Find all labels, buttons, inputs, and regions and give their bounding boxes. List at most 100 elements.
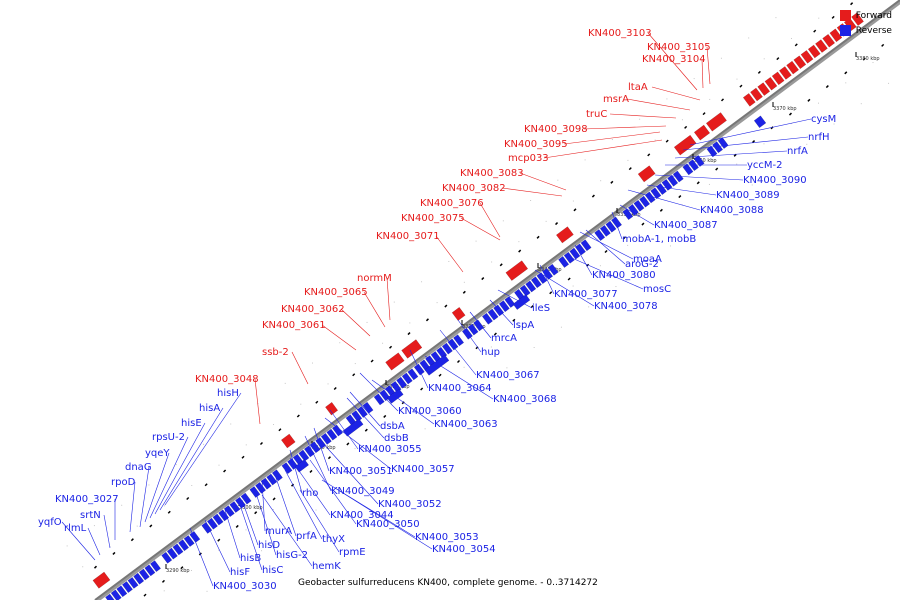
track-dot	[451, 407, 453, 409]
track-dot	[627, 244, 629, 246]
reverse-leader	[309, 459, 357, 525]
track-tick	[462, 290, 466, 294]
reverse-gene-label: mosC	[643, 284, 671, 295]
track-dot	[479, 387, 481, 389]
track-lines	[94, 0, 900, 600]
track-dot	[206, 590, 208, 592]
track-tick	[327, 456, 331, 460]
track-tick	[733, 153, 737, 157]
track-dot	[751, 184, 753, 186]
reverse-gene-label: nrfA	[787, 146, 808, 157]
track-dot	[82, 566, 84, 568]
reverse-gene-label: cysM	[811, 114, 836, 125]
forward-gene	[385, 352, 405, 371]
scale-tick-label: 3380 kbp	[856, 56, 880, 62]
reverse-leader	[304, 435, 332, 492]
reverse-gene	[396, 376, 408, 389]
forward-leader	[386, 277, 391, 321]
reverse-gene-label: KN400_3052	[378, 499, 442, 510]
track-dot	[448, 260, 450, 262]
track-tick	[389, 345, 393, 349]
track-dot	[833, 123, 835, 125]
track-dot	[588, 306, 590, 308]
track-dot	[669, 245, 671, 247]
reverse-gene-label: KN400_3077	[554, 289, 618, 300]
reverse-gene	[373, 393, 385, 406]
reverse-gene	[303, 445, 315, 458]
track-tick	[850, 2, 854, 6]
reverse-gene	[481, 312, 493, 325]
reverse-leader	[574, 244, 593, 276]
reverse-gene-label: srtN	[80, 510, 101, 521]
track-dot	[627, 159, 629, 161]
track-tick	[272, 497, 276, 501]
forward-gene	[637, 165, 656, 183]
reverse-gene-label: rho	[302, 488, 318, 499]
track-tick	[604, 249, 608, 254]
track-tick	[315, 400, 319, 404]
track-dot	[191, 484, 193, 486]
reverse-gene-label: hisC	[262, 565, 283, 576]
track-tick	[628, 167, 632, 171]
reverse-leader	[103, 514, 111, 549]
reverse-gene-label: hemK	[312, 561, 341, 572]
reverse-gene	[149, 560, 162, 573]
track-tick	[278, 428, 282, 432]
track-tick	[444, 304, 448, 308]
reverse-gene-label: hisE	[181, 418, 202, 429]
reverse-gene	[266, 473, 278, 486]
reverse-gene	[633, 199, 645, 212]
reverse-swatch	[839, 25, 851, 36]
track-tick	[881, 43, 885, 47]
forward-gene	[822, 33, 836, 48]
forward-leader	[291, 351, 309, 385]
track-dot	[639, 118, 641, 120]
track-dot	[421, 281, 423, 283]
track-dot	[775, 17, 777, 19]
reverse-leader	[539, 264, 555, 295]
reverse-leader	[457, 319, 482, 353]
track-tick	[241, 455, 245, 459]
track-dot	[288, 529, 290, 531]
reverse-gene	[229, 500, 241, 513]
forward-leader	[701, 58, 704, 89]
background-dots	[66, 2, 890, 597]
forward-leader	[706, 46, 711, 85]
reverse-leader	[334, 487, 433, 550]
reverse-gene	[487, 308, 499, 321]
reverse-gene	[498, 300, 510, 313]
reverse-gene-label: dsbB	[384, 433, 409, 444]
track-tick	[456, 359, 461, 364]
track-dot	[382, 342, 384, 344]
reverse-leader	[139, 466, 150, 528]
forward-gene	[800, 49, 814, 64]
forward-swatch	[839, 10, 851, 21]
reverse-leader	[189, 527, 214, 587]
forward-leader	[340, 308, 371, 337]
track-dot	[366, 321, 368, 323]
track-tick	[167, 510, 171, 514]
track-dot	[502, 220, 504, 222]
reverse-gene	[298, 449, 310, 462]
track-dot	[599, 265, 601, 267]
reverse-gene	[133, 572, 145, 585]
track-dot	[436, 302, 438, 304]
reverse-gene	[166, 547, 178, 560]
reverse-leader	[359, 372, 399, 412]
reverse-gene	[223, 505, 235, 518]
reverse-gene	[183, 535, 195, 548]
reverse-leader	[239, 504, 263, 571]
track-tick	[825, 85, 829, 89]
reverse-leader	[289, 449, 303, 494]
track-dot	[409, 322, 411, 324]
forward-gene-label: KN400_3048	[195, 374, 259, 385]
reverse-gene	[493, 304, 505, 317]
track-tick	[383, 414, 387, 418]
reverse-leader	[689, 118, 812, 146]
track-dot	[530, 199, 532, 201]
track-dot	[545, 220, 547, 222]
track-tick	[149, 524, 153, 528]
reverse-gene-label: rpoD	[111, 477, 136, 488]
reverse-gene	[294, 459, 310, 473]
reverse-gene-label: KN400_3054	[432, 544, 496, 555]
